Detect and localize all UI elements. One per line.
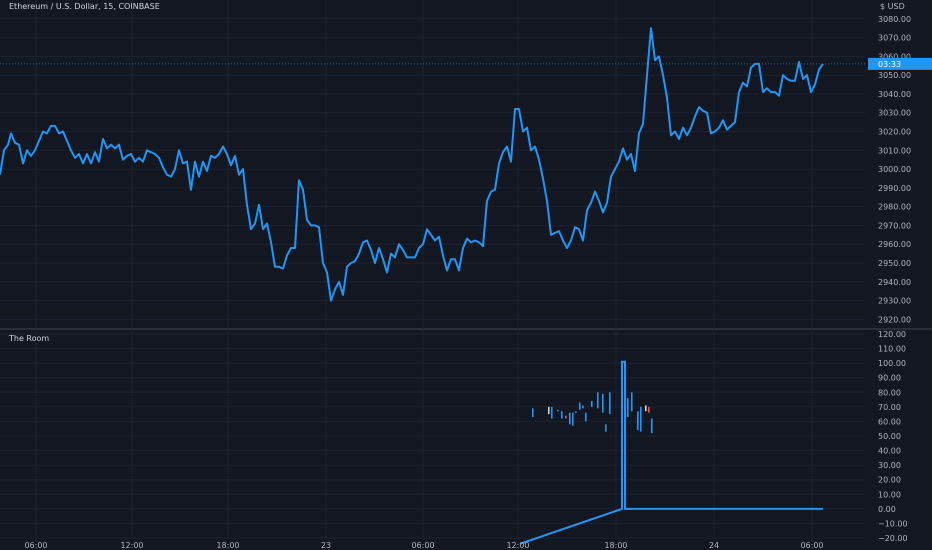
x-tick-label: 24 [709, 541, 719, 550]
x-tick-label: 06:00 [800, 541, 823, 550]
ind-y-tick-label: 40.00 [878, 447, 901, 456]
indicator-marker [585, 412, 587, 422]
ind-y-tick-label: 60.00 [878, 417, 901, 426]
y-tick-label: 2980.00 [878, 203, 911, 212]
x-tick-label: 12:00 [120, 541, 143, 550]
currency-label: $ USD [880, 2, 905, 11]
y-tick-label: 2940.00 [878, 278, 911, 287]
ind-y-tick-label: 100.00 [878, 359, 906, 368]
ind-y-tick-label: 20.00 [878, 476, 901, 485]
y-tick-label: 2960.00 [878, 240, 911, 249]
indicator-marker [602, 393, 604, 413]
y-tick-label: 3070.00 [878, 34, 911, 43]
axes: 06:00 12:00 18:00 23 06:00 12:00 18:00 24 06:00 2… [24, 15, 932, 550]
ind-y-tick-label: 10.00 [878, 490, 901, 499]
ind-y-tick-label: 120.00 [878, 330, 906, 339]
ind-y-tick-label: −20.00 [878, 534, 908, 543]
indicator-series [519, 360, 823, 545]
y-tick-label: 2990.00 [878, 184, 911, 193]
y-tick-label: 3040.00 [878, 90, 911, 99]
indicator-marker [579, 402, 581, 410]
indicator-marker [627, 398, 629, 418]
y-tick-label: 2970.00 [878, 221, 911, 230]
indicator-marker [631, 392, 633, 412]
y-tick-label: 3000.00 [878, 165, 911, 174]
indicator-title: The Room [8, 334, 49, 343]
indicator-marker [532, 408, 534, 418]
x-tick-label: 18:00 [216, 541, 239, 550]
indicator-line[interactable] [519, 360, 823, 545]
indicator-marker [561, 411, 563, 419]
price-series [0, 27, 824, 302]
y-tick-label: 3030.00 [878, 109, 911, 118]
ind-y-tick-label: 0.00 [878, 505, 896, 514]
indicator-marker [591, 401, 593, 407]
x-tick-label: 06:00 [411, 541, 434, 550]
indicator-marker [548, 406, 550, 415]
ind-y-tick-label: 80.00 [878, 388, 901, 397]
last-price-label: 03:33 [878, 60, 901, 69]
y-tick-label: 3080.00 [878, 15, 911, 24]
indicator-marker [605, 424, 607, 432]
indicator-marker [572, 412, 574, 426]
indicator-marker [569, 412, 571, 425]
indicator-marker [597, 392, 599, 409]
y-tick-label: 2930.00 [878, 297, 911, 306]
ind-y-tick-label: 90.00 [878, 374, 901, 383]
indicator-marker [557, 409, 559, 412]
indicator-marker [645, 405, 647, 412]
x-tick-label: 12:00 [506, 541, 529, 550]
ind-y-tick-label: 50.00 [878, 432, 901, 441]
y-tick-label: 3010.00 [878, 146, 911, 155]
x-tick-label: 18:00 [604, 541, 627, 550]
y-tick-label: 3060.00 [878, 52, 911, 61]
last-price-badge [868, 57, 932, 70]
y-tick-label: 2950.00 [878, 259, 911, 268]
ind-y-tick-label: 110.00 [878, 345, 906, 354]
indicator-marker [575, 411, 577, 413]
price-line[interactable] [0, 27, 824, 302]
ind-y-tick-label: 30.00 [878, 461, 901, 470]
indicator-marker [648, 406, 650, 413]
ind-y-tick-label: 70.00 [878, 403, 901, 412]
x-tick-label: 06:00 [24, 541, 47, 550]
y-tick-label: 2920.00 [878, 315, 911, 324]
indicator-marker [651, 418, 653, 434]
ind-y-tick-label: −10.00 [878, 519, 908, 528]
indicator-marker [637, 411, 639, 431]
indicator-marker [565, 415, 567, 419]
indicator-marker [582, 405, 584, 409]
chart-title: Ethereum / U.S. Dollar, 15, COINBASE [9, 2, 160, 11]
y-tick-label: 3050.00 [878, 71, 911, 80]
y-tick-label: 3020.00 [878, 128, 911, 137]
indicator-marker [551, 406, 553, 419]
indicator-markers [532, 392, 653, 434]
indicator-marker [640, 406, 642, 432]
indicator-marker [609, 392, 611, 415]
x-tick-label: 23 [321, 541, 331, 550]
